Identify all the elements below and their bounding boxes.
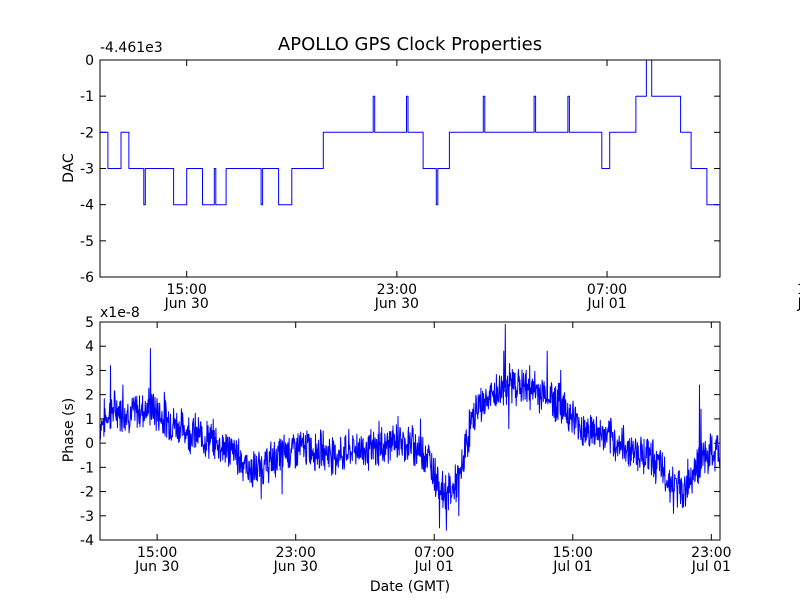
phase-y-tick-label: -4 xyxy=(80,533,94,549)
dac-x-tick-time-label: 15:00 xyxy=(167,282,207,298)
dac-y-tick-label: -6 xyxy=(80,270,94,286)
phase-x-tick-date-label: Jun 30 xyxy=(273,559,318,575)
phase-y-tick-label: 2 xyxy=(85,388,94,404)
phase-y-tick-label: -2 xyxy=(80,485,94,501)
phase-x-tick-time-label: 23:00 xyxy=(691,545,731,561)
phase-chart: x1e-8 Phase (s) Date (GMT) 5 4 3 2 1 0 -1 -2 -3 -… xyxy=(61,305,732,595)
dac-y-tick-label: -3 xyxy=(80,162,94,178)
phase-x-axis-label: Date (GMT) xyxy=(370,579,450,595)
phase-y-tick-label: -1 xyxy=(80,460,94,476)
phase-y-tick-label: -3 xyxy=(80,509,94,525)
phase-y-tick-label: 4 xyxy=(85,339,94,355)
phase-y-ticks: 5 4 3 2 1 0 -1 -2 -3 -4 xyxy=(80,315,720,549)
dac-y-axis-label: DAC xyxy=(61,153,77,183)
phase-series-line xyxy=(99,323,721,531)
dac-x-tick-date-label: Jun 30 xyxy=(164,296,209,312)
phase-y-tick-label: 3 xyxy=(85,363,94,379)
phase-y-tick-label: 1 xyxy=(85,412,94,428)
dac-y-tick-label: -1 xyxy=(80,89,94,105)
phase-x-tick-time-label: 23:00 xyxy=(276,545,316,561)
phase-y-tick-label: 0 xyxy=(85,436,94,452)
phase-y-tick-label: 5 xyxy=(85,315,94,331)
dac-offset-label: -4.461e3 xyxy=(100,40,163,56)
phase-offset-label: x1e-8 xyxy=(100,305,140,321)
phase-x-tick-date-label: Jun 30 xyxy=(134,559,179,575)
dac-y-tick-label: -5 xyxy=(80,234,94,250)
phase-y-axis-label: Phase (s) xyxy=(61,398,77,462)
phase-x-tick-date-label: Jul 01 xyxy=(691,559,731,575)
dac-x-tick-date-label: Jul 01 xyxy=(586,296,626,312)
dac-x-tick-date-label: Jul 01 xyxy=(797,296,800,312)
dac-x-tick-time-label: 07:00 xyxy=(587,282,627,298)
chart-title: APOLLO GPS Clock Properties xyxy=(278,34,542,55)
dac-chart: APOLLO GPS Clock Properties -4.461e3 DAC… xyxy=(61,34,800,312)
phase-plot-frame xyxy=(99,321,721,541)
phase-x-tick-time-label: 15:00 xyxy=(137,545,177,561)
dac-y-tick-label: -2 xyxy=(80,125,94,141)
phase-x-tick-time-label: 07:00 xyxy=(414,545,454,561)
phase-x-tick-date-label: Jul 01 xyxy=(414,559,454,575)
phase-x-tick-time-label: 15:00 xyxy=(553,545,593,561)
dac-series-line xyxy=(100,59,720,206)
dac-y-tick-label: -4 xyxy=(80,198,94,214)
dac-x-tick-time-label: 23:00 xyxy=(377,282,417,298)
phase-x-tick-date-label: Jul 01 xyxy=(552,559,592,575)
dac-plot-frame xyxy=(99,59,721,278)
dac-x-tick-time-label: 15:00 xyxy=(797,282,800,298)
dac-y-tick-label: 0 xyxy=(85,53,94,69)
dac-x-tick-date-label: Jun 30 xyxy=(374,296,419,312)
